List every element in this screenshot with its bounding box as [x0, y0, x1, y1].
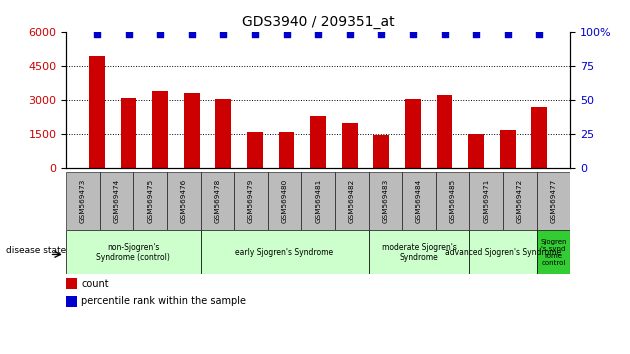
Bar	[66, 296, 77, 307]
Bar	[200, 230, 369, 274]
Bar	[537, 230, 570, 274]
Text: GSM569476: GSM569476	[181, 179, 186, 223]
Title: GDS3940 / 209351_at: GDS3940 / 209351_at	[242, 16, 394, 29]
Text: percentile rank within the sample: percentile rank within the sample	[81, 296, 246, 306]
Text: GSM569473: GSM569473	[80, 179, 86, 223]
Text: GSM569482: GSM569482	[349, 179, 355, 223]
Text: GSM569481: GSM569481	[315, 179, 321, 223]
Point	[219, 31, 229, 37]
Point	[471, 31, 481, 37]
Bar	[532, 107, 547, 168]
Point	[250, 31, 260, 37]
Text: GSM569480: GSM569480	[282, 179, 287, 223]
Text: GSM569471: GSM569471	[483, 179, 489, 223]
Text: count: count	[81, 279, 109, 289]
Text: early Sjogren's Syndrome: early Sjogren's Syndrome	[236, 248, 334, 257]
Point	[440, 31, 450, 37]
Text: GSM569484: GSM569484	[416, 179, 422, 223]
Bar	[369, 172, 402, 230]
Text: Sjogren
's synd
rome
control: Sjogren 's synd rome control	[540, 239, 566, 266]
Bar	[234, 172, 268, 230]
Point	[313, 31, 323, 37]
Bar	[500, 130, 515, 168]
Bar	[537, 172, 570, 230]
Bar	[134, 172, 167, 230]
Point	[503, 31, 513, 37]
Point	[186, 31, 197, 37]
Text: disease state: disease state	[6, 246, 67, 255]
Bar	[369, 230, 469, 274]
Bar	[342, 123, 358, 168]
Bar	[503, 172, 537, 230]
Bar	[301, 172, 335, 230]
Text: GSM569478: GSM569478	[214, 179, 220, 223]
Bar	[405, 99, 421, 168]
Bar	[402, 172, 436, 230]
Text: GSM569475: GSM569475	[147, 179, 153, 223]
Text: non-Sjogren's
Syndrome (control): non-Sjogren's Syndrome (control)	[96, 242, 170, 262]
Point	[155, 31, 165, 37]
Bar	[167, 172, 200, 230]
Bar	[247, 132, 263, 168]
Text: moderate Sjogren's
Syndrome: moderate Sjogren's Syndrome	[382, 242, 456, 262]
Text: GSM569477: GSM569477	[551, 179, 556, 223]
Bar	[66, 230, 200, 274]
Bar	[469, 172, 503, 230]
Point	[376, 31, 386, 37]
Text: advanced Sjogren's Syndrome: advanced Sjogren's Syndrome	[445, 248, 561, 257]
Bar	[468, 134, 484, 168]
Point	[92, 31, 102, 37]
Bar	[66, 278, 77, 289]
Bar	[437, 96, 452, 168]
Bar	[100, 172, 134, 230]
Point	[534, 31, 544, 37]
Bar	[278, 132, 294, 168]
Bar	[152, 91, 168, 168]
Point	[282, 31, 292, 37]
Bar	[268, 172, 301, 230]
Bar	[374, 135, 389, 168]
Bar	[184, 93, 200, 168]
Text: GSM569474: GSM569474	[113, 179, 120, 223]
Point	[345, 31, 355, 37]
Bar	[121, 98, 137, 168]
Text: GSM569483: GSM569483	[382, 179, 388, 223]
Point	[123, 31, 134, 37]
Bar	[66, 172, 100, 230]
Text: GSM569485: GSM569485	[450, 179, 455, 223]
Text: GSM569472: GSM569472	[517, 179, 523, 223]
Bar	[310, 116, 326, 168]
Point	[408, 31, 418, 37]
Bar	[215, 99, 231, 168]
Bar	[436, 172, 469, 230]
Bar	[89, 56, 105, 168]
Bar	[469, 230, 537, 274]
Text: GSM569479: GSM569479	[248, 179, 254, 223]
Bar	[200, 172, 234, 230]
Bar	[335, 172, 369, 230]
